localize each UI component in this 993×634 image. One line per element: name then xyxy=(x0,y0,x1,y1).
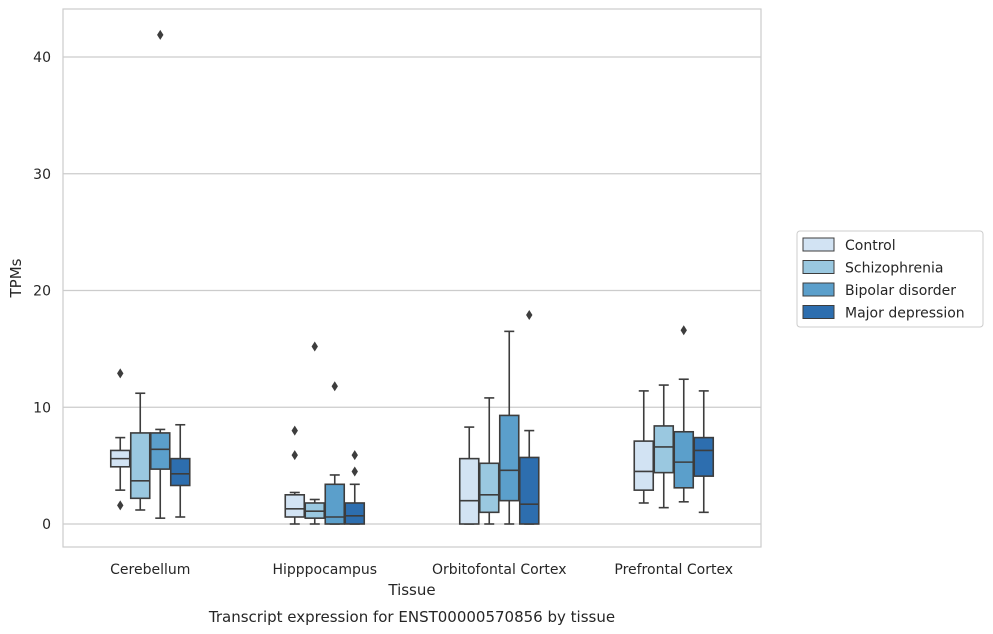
legend-label: Major depression xyxy=(845,306,965,322)
legend-label: Bipolar disorder xyxy=(845,283,956,299)
legend-label: Schizophrenia xyxy=(845,261,943,277)
box-iqr xyxy=(169,457,191,487)
box-iqr xyxy=(129,432,151,500)
y-tick-labels: 0 10 20 30 40 xyxy=(33,50,51,533)
legend-swatch xyxy=(802,282,835,297)
box-iqr xyxy=(284,494,306,518)
box-bipolar-disorder xyxy=(149,29,171,519)
box-iqr xyxy=(673,430,695,489)
box-schizophrenia xyxy=(478,397,500,525)
outlier-point xyxy=(291,425,298,436)
outlier-point xyxy=(351,466,358,477)
box-bipolar-disorder xyxy=(673,325,695,503)
y-tick-label: 0 xyxy=(42,517,51,533)
legend-frame xyxy=(796,230,984,328)
outlier-point xyxy=(117,500,124,511)
x-tick-labels: Cerebellum Hipppocampus Orbitofontal Corte… xyxy=(110,562,733,578)
box-group xyxy=(109,29,715,525)
y-tick-label: 30 xyxy=(33,167,51,183)
x-tick-label: Hipppocampus xyxy=(272,562,377,578)
box-control xyxy=(109,368,131,511)
box-schizophrenia xyxy=(653,384,675,509)
x-tick-label: Cerebellum xyxy=(110,562,190,578)
outlier-point xyxy=(291,450,298,461)
outlier-point xyxy=(351,450,358,461)
box-bipolar-disorder xyxy=(324,381,346,525)
box-iqr xyxy=(324,483,346,525)
box-control xyxy=(458,426,480,525)
box-iqr xyxy=(653,425,675,474)
plot-frame xyxy=(62,8,762,548)
legend-label: Control xyxy=(845,238,896,254)
legend-swatch xyxy=(802,305,835,319)
y-tick-label: 10 xyxy=(33,400,51,416)
legend: Control Schizophrenia Bipolar disorder Majo… xyxy=(796,230,984,328)
box-major-depression xyxy=(344,450,366,525)
grid-lines xyxy=(63,56,761,525)
outlier-point xyxy=(331,381,338,392)
outlier-point xyxy=(157,29,164,40)
box-bipolar-disorder xyxy=(498,330,520,525)
y-tick-label: 40 xyxy=(33,50,51,66)
box-iqr xyxy=(458,457,480,525)
x-tick-label: Orbitofontal Cortex xyxy=(432,562,567,578)
box-iqr xyxy=(518,456,540,525)
box-major-depression xyxy=(693,390,715,514)
box-iqr xyxy=(149,432,171,470)
y-axis-label: TPMs xyxy=(7,258,25,298)
outlier-point xyxy=(680,325,687,336)
box-control xyxy=(284,425,306,525)
outlier-point xyxy=(526,310,533,321)
box-iqr xyxy=(344,502,366,525)
box-major-depression xyxy=(518,310,540,525)
legend-swatch xyxy=(802,260,835,274)
x-axis-label: Tissue xyxy=(387,581,435,599)
box-iqr xyxy=(478,462,500,514)
box-iqr xyxy=(498,414,520,502)
box-major-depression xyxy=(169,423,191,518)
outlier-point xyxy=(117,368,124,379)
y-tick-label: 20 xyxy=(33,284,51,300)
box-schizophrenia xyxy=(304,341,326,525)
x-tick-label: Prefrontal Cortex xyxy=(614,562,733,578)
legend-swatch xyxy=(802,237,835,252)
box-iqr xyxy=(693,436,715,477)
box-schizophrenia xyxy=(129,392,151,511)
box-iqr xyxy=(633,440,655,491)
box-control xyxy=(633,390,655,504)
outlier-point xyxy=(311,341,318,352)
chart-caption: Transcript expression for ENST0000057085… xyxy=(208,608,615,626)
